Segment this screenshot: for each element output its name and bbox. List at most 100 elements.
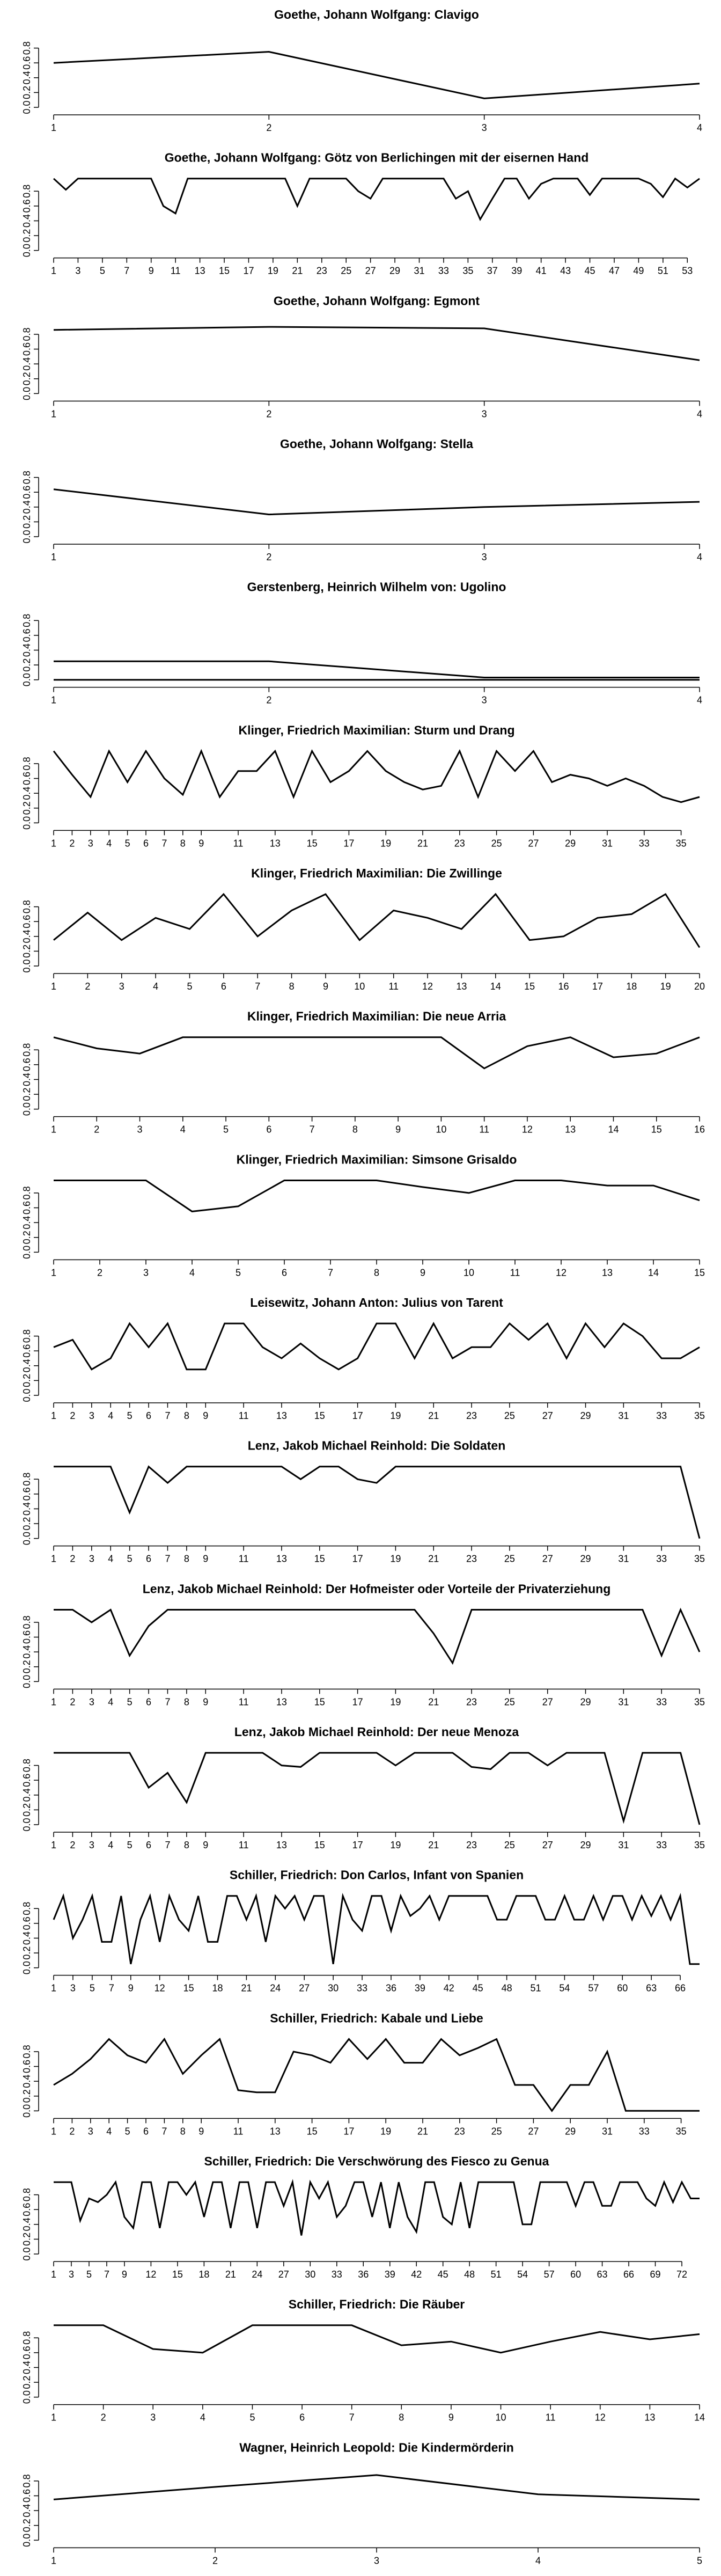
x-tick-label: 21 xyxy=(428,1840,439,1850)
y-tick-label: 0.8 xyxy=(21,2474,32,2487)
y-tick-label: 0.6 xyxy=(21,486,32,499)
x-tick-label: 11 xyxy=(233,838,244,848)
x-tick-label: 23 xyxy=(466,1410,477,1421)
x-tick-label: 45 xyxy=(473,1983,483,1994)
chart-panel: Wagner, Heinrich Leopold: Die Kindermörd… xyxy=(21,2440,702,2566)
chart-panel: Leisewitz, Johann Anton: Julius von Tare… xyxy=(21,1296,705,1421)
x-tick-label: 7 xyxy=(161,838,167,848)
x-tick-label: 29 xyxy=(580,1410,591,1421)
x-tick-label: 49 xyxy=(633,266,644,276)
x-tick-label: 13 xyxy=(456,981,467,992)
y-tick-label: 0.2 xyxy=(21,2376,32,2389)
x-tick-label: 5 xyxy=(127,1840,133,1850)
x-tick-label: 18 xyxy=(198,2269,209,2280)
y-tick-label: 0.8 xyxy=(21,2045,32,2058)
x-tick-label: 39 xyxy=(385,2269,395,2280)
x-tick-label: 14 xyxy=(694,2412,705,2423)
x-tick-label: 12 xyxy=(422,981,433,992)
x-tick-label: 42 xyxy=(411,2269,422,2280)
x-tick-label: 6 xyxy=(282,1267,287,1278)
y-tick-label: 0.2 xyxy=(21,2089,32,2103)
y-tick-label: 0.8 xyxy=(21,1186,32,1199)
x-tick-label: 12 xyxy=(595,2412,606,2423)
x-tick-label: 4 xyxy=(108,1840,113,1850)
x-tick-label: 3 xyxy=(119,981,124,992)
x-tick-label: 72 xyxy=(676,2269,687,2280)
x-tick-label: 31 xyxy=(602,2126,613,2136)
x-tick-label: 5 xyxy=(249,2412,255,2423)
x-tick-label: 16 xyxy=(694,1124,705,1135)
x-tick-label: 7 xyxy=(349,2412,355,2423)
x-tick-label: 66 xyxy=(623,2269,634,2280)
x-tick-label: 25 xyxy=(491,2126,502,2136)
chart-title: Goethe, Johann Wolfgang: Egmont xyxy=(274,294,480,308)
y-tick-label: 0.6 xyxy=(21,1201,32,1214)
x-tick-label: 2 xyxy=(70,1840,75,1850)
y-tick-label: 0.6 xyxy=(21,2489,32,2502)
series-line xyxy=(54,2179,700,2236)
x-tick-label: 33 xyxy=(639,2126,650,2136)
x-tick-label: 35 xyxy=(462,266,473,276)
x-tick-label: 14 xyxy=(490,981,501,992)
x-tick-label: 33 xyxy=(656,1410,667,1421)
x-tick-label: 1 xyxy=(51,1840,56,1850)
y-tick-label: 0.4 xyxy=(21,1645,32,1659)
x-tick-label: 8 xyxy=(399,2412,404,2423)
x-tick-label: 31 xyxy=(618,1554,629,1564)
x-tick-label: 24 xyxy=(252,2269,262,2280)
x-tick-label: 29 xyxy=(389,266,400,276)
x-tick-label: 27 xyxy=(299,1983,310,1994)
x-tick-label: 11 xyxy=(388,981,399,992)
x-tick-label: 4 xyxy=(697,408,702,419)
x-tick-label: 27 xyxy=(542,1554,553,1564)
chart-panel: Klinger, Friedrich Maximilian: Simsone G… xyxy=(21,1152,705,1278)
x-tick-label: 29 xyxy=(580,1696,591,1707)
x-tick-label: 19 xyxy=(380,838,391,848)
x-tick-label: 25 xyxy=(341,266,351,276)
x-tick-label: 35 xyxy=(694,1840,705,1850)
x-tick-label: 11 xyxy=(233,2126,244,2136)
x-tick-label: 12 xyxy=(154,1983,165,1994)
chart-title: Schiller, Friedrich: Don Carlos, Infant … xyxy=(230,1868,524,1882)
x-tick-label: 11 xyxy=(546,2412,556,2423)
y-tick-label: 0.8 xyxy=(21,41,32,55)
x-tick-label: 10 xyxy=(464,1267,474,1278)
x-tick-label: 21 xyxy=(428,1554,439,1564)
y-tick-label: 0.6 xyxy=(21,915,32,928)
x-tick-label: 27 xyxy=(542,1696,553,1707)
y-tick-label: 0.4 xyxy=(21,1788,32,1802)
x-tick-label: 1 xyxy=(51,266,56,276)
x-tick-label: 4 xyxy=(108,1696,113,1707)
x-tick-label: 21 xyxy=(225,2269,236,2280)
x-tick-label: 15 xyxy=(307,2126,318,2136)
x-tick-label: 13 xyxy=(644,2412,655,2423)
x-tick-label: 4 xyxy=(697,122,702,133)
x-tick-label: 9 xyxy=(323,981,328,992)
x-tick-label: 11 xyxy=(239,1554,249,1564)
x-tick-label: 4 xyxy=(697,695,702,706)
x-tick-label: 42 xyxy=(444,1983,454,1994)
x-tick-label: 12 xyxy=(145,2269,156,2280)
x-tick-label: 33 xyxy=(332,2269,342,2280)
x-tick-label: 21 xyxy=(428,1696,439,1707)
x-tick-label: 60 xyxy=(570,2269,581,2280)
x-tick-label: 35 xyxy=(694,1410,705,1421)
x-tick-label: 7 xyxy=(165,1840,170,1850)
y-tick-label: 0.2 xyxy=(21,2233,32,2246)
x-tick-label: 12 xyxy=(522,1124,533,1135)
x-tick-label: 3 xyxy=(89,1554,94,1564)
chart-title: Lenz, Jakob Michael Reinhold: Der neue M… xyxy=(234,1725,519,1739)
series-line xyxy=(53,1036,700,1070)
x-tick-label: 25 xyxy=(504,1696,515,1707)
x-tick-label: 1 xyxy=(51,981,56,992)
y-tick-label: 0.4 xyxy=(21,1073,32,1086)
x-tick-label: 33 xyxy=(438,266,449,276)
x-tick-label: 35 xyxy=(676,838,687,848)
y-tick-label: 0.6 xyxy=(21,2203,32,2216)
x-tick-label: 9 xyxy=(203,1554,208,1564)
x-tick-label: 2 xyxy=(85,981,90,992)
x-tick-label: 1 xyxy=(51,1124,56,1135)
x-tick-label: 19 xyxy=(390,1696,401,1707)
y-tick-label: 0.0 xyxy=(21,530,32,543)
x-tick-label: 15 xyxy=(314,1410,325,1421)
